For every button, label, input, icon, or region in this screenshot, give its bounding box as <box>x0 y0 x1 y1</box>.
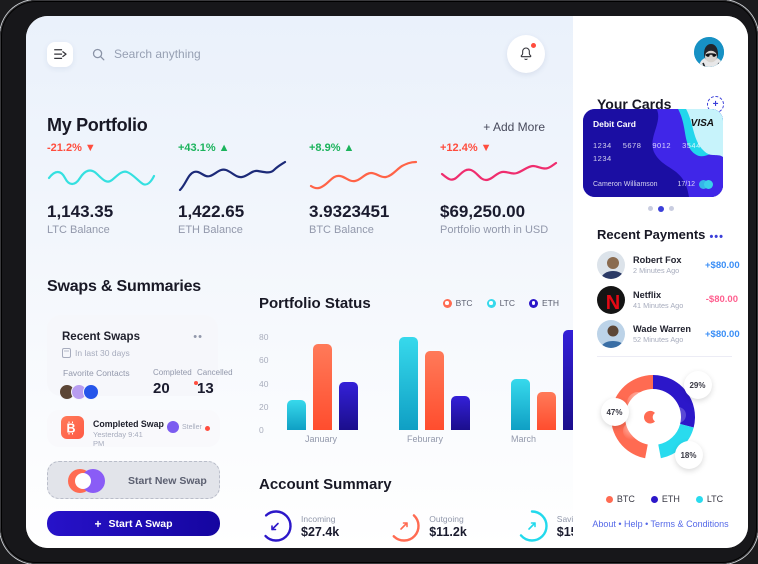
svg-text:B: B <box>67 421 76 435</box>
svg-text:N: N <box>606 292 620 314</box>
